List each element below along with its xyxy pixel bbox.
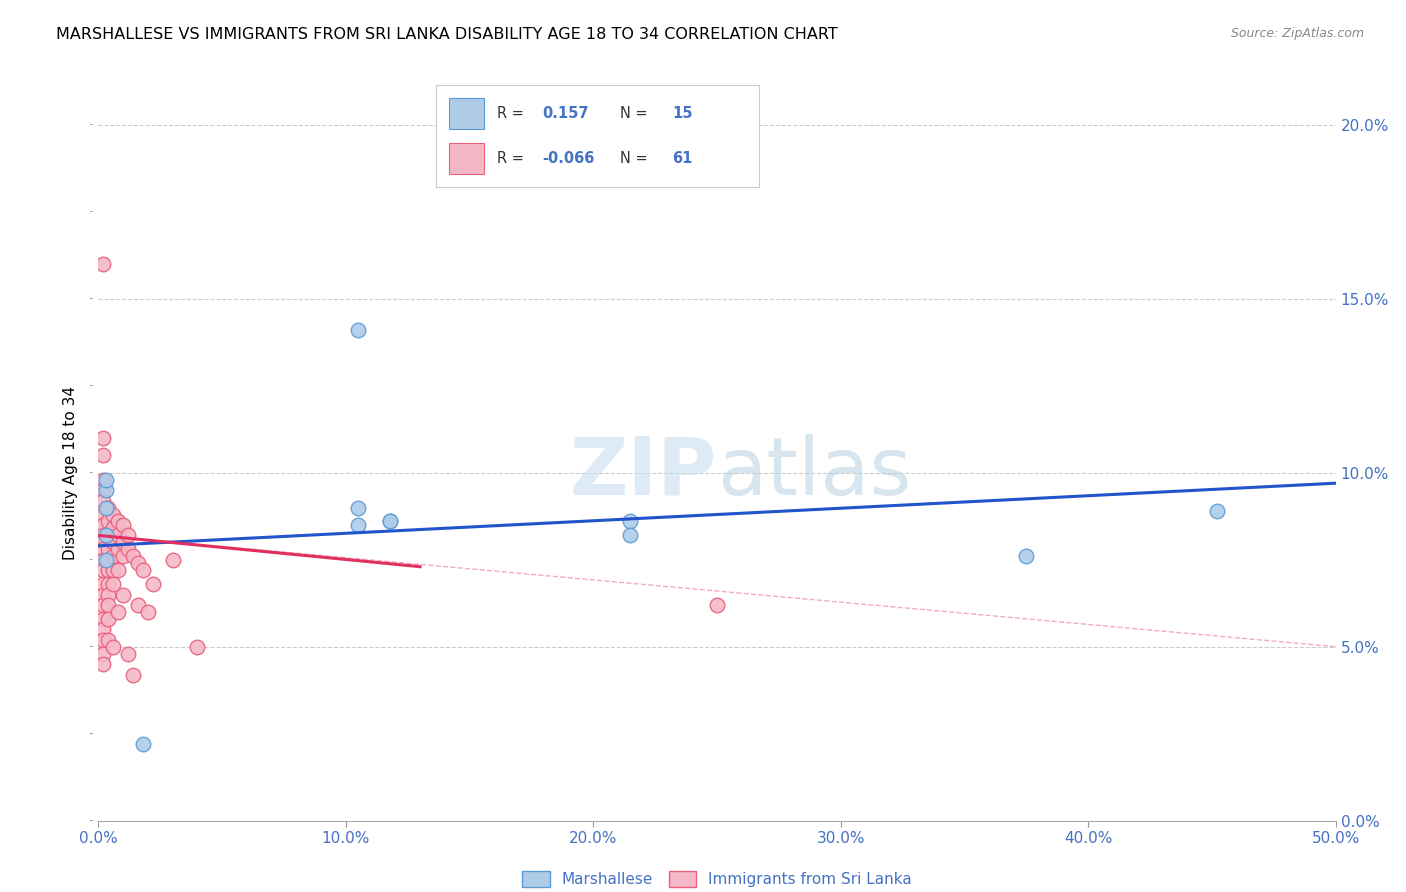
Text: atlas: atlas	[717, 434, 911, 512]
Point	[93, 612, 115, 626]
Point	[112, 587, 135, 601]
Point	[97, 598, 120, 612]
Text: -0.066: -0.066	[543, 151, 595, 166]
Point	[122, 549, 145, 564]
Point	[107, 542, 129, 557]
Point	[93, 647, 115, 661]
Point	[93, 493, 115, 508]
Text: Source: ZipAtlas.com: Source: ZipAtlas.com	[1230, 27, 1364, 40]
Point	[103, 563, 125, 577]
Point	[97, 542, 120, 557]
Point	[706, 598, 728, 612]
Text: ZIP: ZIP	[569, 434, 717, 512]
Text: R =: R =	[498, 106, 524, 121]
Point	[97, 612, 120, 626]
Point	[1015, 549, 1038, 564]
Point	[127, 556, 149, 570]
Point	[93, 657, 115, 671]
Point	[93, 552, 115, 567]
Point	[112, 517, 135, 532]
Point	[93, 632, 115, 647]
Point	[93, 431, 115, 445]
Point	[107, 605, 129, 619]
Point	[97, 577, 120, 591]
Text: R =: R =	[498, 151, 524, 166]
Text: 0.157: 0.157	[543, 106, 589, 121]
Point	[112, 549, 135, 564]
Point	[93, 473, 115, 487]
Point	[117, 542, 139, 557]
Point	[93, 508, 115, 522]
Point	[380, 515, 402, 529]
Point	[97, 632, 120, 647]
Point	[103, 640, 125, 654]
Point	[97, 528, 120, 542]
Point	[94, 552, 117, 567]
Point	[132, 737, 155, 751]
Point	[94, 528, 117, 542]
Point	[93, 517, 115, 532]
Point	[97, 515, 120, 529]
Point	[132, 563, 155, 577]
Point	[619, 528, 641, 542]
Point	[347, 323, 370, 337]
Point	[162, 552, 184, 567]
Point	[347, 500, 370, 515]
Point	[94, 473, 117, 487]
Point	[380, 515, 402, 529]
Point	[93, 257, 115, 271]
Point	[103, 535, 125, 549]
Point	[107, 528, 129, 542]
Point	[103, 508, 125, 522]
Legend: Marshallese, Immigrants from Sri Lanka: Marshallese, Immigrants from Sri Lanka	[516, 865, 918, 892]
Text: 61: 61	[672, 151, 692, 166]
Text: N =: N =	[620, 106, 648, 121]
Point	[142, 577, 165, 591]
Point	[93, 542, 115, 557]
Point	[93, 587, 115, 601]
Point	[97, 563, 120, 577]
Point	[1206, 504, 1229, 518]
Point	[93, 623, 115, 637]
Point	[97, 500, 120, 515]
Point	[97, 587, 120, 601]
Point	[107, 515, 129, 529]
Point	[112, 535, 135, 549]
Y-axis label: Disability Age 18 to 34: Disability Age 18 to 34	[63, 385, 79, 560]
Point	[107, 563, 129, 577]
Point	[97, 552, 120, 567]
Point	[93, 483, 115, 497]
Point	[117, 528, 139, 542]
Point	[93, 563, 115, 577]
Text: 15: 15	[672, 106, 692, 121]
Point	[94, 483, 117, 497]
Point	[136, 605, 159, 619]
Bar	[449, 98, 484, 128]
Point	[103, 577, 125, 591]
Point	[93, 448, 115, 462]
Point	[103, 521, 125, 535]
Point	[117, 647, 139, 661]
Text: N =: N =	[620, 151, 648, 166]
Point	[93, 528, 115, 542]
Text: MARSHALLESE VS IMMIGRANTS FROM SRI LANKA DISABILITY AGE 18 TO 34 CORRELATION CHA: MARSHALLESE VS IMMIGRANTS FROM SRI LANKA…	[56, 27, 838, 42]
Point	[94, 500, 117, 515]
Point	[127, 598, 149, 612]
Point	[103, 549, 125, 564]
Bar	[449, 144, 484, 174]
Point	[93, 598, 115, 612]
Point	[186, 640, 208, 654]
Point	[93, 577, 115, 591]
Point	[347, 517, 370, 532]
Point	[93, 535, 115, 549]
Point	[122, 667, 145, 681]
Point	[619, 515, 641, 529]
